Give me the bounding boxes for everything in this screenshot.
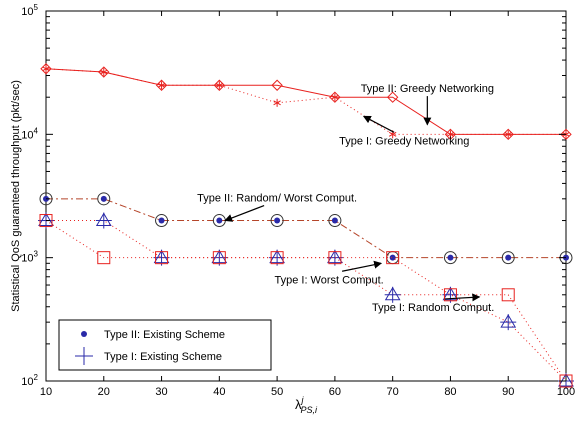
star-stroke — [100, 69, 108, 75]
annotation-arrow — [224, 205, 265, 222]
x-axis-label-subscript: PS,i — [300, 405, 318, 415]
y-tick-label: 103 — [21, 250, 38, 265]
legend-marker-type2-existing — [81, 331, 87, 337]
x-tick-label: 10 — [40, 386, 52, 398]
data-point-t1_existing — [442, 286, 459, 303]
annotation-arrow — [341, 260, 383, 272]
series-line-t2_random_worst — [46, 198, 566, 259]
data-point-t1_random — [501, 288, 515, 302]
legend: Type II: Existing Scheme Type I: Existin… — [58, 319, 272, 371]
axis-layer: 10 20 30 40 50 60 70 80 90 100 102 103 104 105 — [21, 3, 575, 398]
series-line-t1_greedy — [45, 68, 566, 135]
annotation-layer: Type II: Greedy Networking Type I: Greedy… — [197, 83, 494, 314]
annotation-arrow — [444, 293, 481, 302]
data-point-t1_existing — [153, 249, 170, 266]
data-point-t2_random_worst — [155, 214, 169, 228]
data-point-t2_random_worst — [270, 214, 284, 228]
data-point-t1_random — [386, 251, 400, 265]
star-stroke — [273, 100, 281, 106]
annotation-label: Type I: Random Comput. — [372, 302, 494, 314]
data-point-t2_random_worst — [443, 251, 457, 265]
annotation-label: Type II: Greedy Networking — [361, 83, 494, 95]
annotation-arrow — [362, 115, 395, 133]
x-tick-label: 100 — [557, 386, 575, 398]
series-line-t1_worst — [46, 220, 567, 382]
data-point-t1_random — [39, 214, 53, 228]
data-point-t1_greedy — [273, 98, 281, 107]
data-point-t2_random_worst — [501, 251, 515, 265]
data-point-t2_existing — [274, 217, 281, 224]
star-stroke — [215, 82, 224, 88]
data-point-t1_existing — [95, 212, 112, 229]
annotation-label: Type I: Greedy Networking — [339, 135, 469, 147]
x-tick-label: 40 — [213, 386, 225, 398]
x-tick-label: 90 — [502, 386, 514, 398]
data-point-t1_greedy — [446, 130, 455, 139]
x-axis-label-base: λ — [295, 397, 302, 412]
annotation-label: Type II: Random/ Worst Comput. — [197, 193, 357, 205]
data-point-t1_existing — [384, 286, 401, 303]
data-point-t1_greedy — [157, 81, 166, 90]
data-point-t2_existing — [158, 217, 165, 224]
data-point-t1_random — [97, 251, 111, 265]
annotation-label: Type I: Worst Comput. — [274, 274, 383, 286]
star-stroke — [388, 131, 397, 137]
data-point-t1_random — [328, 251, 342, 265]
data-point-t1_random — [155, 251, 169, 265]
data-point-t1_greedy — [331, 93, 339, 102]
data-point-t2_random_worst — [39, 192, 53, 206]
series-line-t2_greedy — [45, 68, 566, 135]
data-point-t1_greedy — [42, 64, 50, 73]
data-point-t2_existing — [447, 254, 454, 261]
data-point-t2_existing — [100, 195, 107, 202]
x-tick-label: 20 — [98, 386, 110, 398]
x-tick-label: 60 — [329, 386, 341, 398]
legend-label-type1-existing: Type I: Existing Scheme — [104, 351, 222, 363]
data-point-t1_random — [443, 288, 457, 302]
legend-marker-type1-existing — [75, 347, 93, 365]
data-point-t2_existing — [389, 254, 396, 261]
data-point-t2_greedy — [386, 91, 399, 103]
data-point-t2_existing — [505, 254, 512, 261]
data-point-t1_random — [212, 251, 226, 265]
x-tick-label: 70 — [387, 386, 399, 398]
data-point-t1_random — [270, 251, 284, 265]
data-point-t2_existing — [331, 217, 338, 224]
star-stroke — [504, 131, 512, 137]
star-stroke — [446, 131, 455, 137]
data-point-t1_greedy — [215, 81, 224, 90]
star-stroke — [42, 66, 50, 72]
x-tick-label: 80 — [444, 386, 456, 398]
data-point-t1_existing — [326, 249, 343, 266]
legend-label-type2-existing: Type II: Existing Scheme — [104, 329, 225, 341]
x-axis-label: λj PS,i — [295, 395, 318, 415]
x-tick-label: 50 — [271, 386, 283, 398]
data-point-t1_greedy — [100, 68, 108, 77]
data-point-t1_existing — [500, 314, 517, 331]
data-point-t1_greedy — [504, 130, 512, 139]
data-point-t2_random_worst — [328, 214, 342, 228]
data-point-t2_random_worst — [97, 192, 111, 206]
y-tick-label: 104 — [21, 126, 38, 141]
x-axis-label-superscript: j — [300, 395, 304, 405]
x-tick-label: 30 — [155, 386, 167, 398]
star-stroke — [157, 82, 166, 88]
legend-box — [58, 319, 272, 371]
data-point-t2_existing — [216, 217, 223, 224]
y-tick-label: 102 — [21, 373, 38, 388]
y-axis-label: Statistical QoS guaranteed throughput (p… — [10, 80, 22, 312]
star-stroke — [331, 94, 339, 100]
data-point-t2_greedy — [271, 79, 283, 91]
y-tick-label: 105 — [21, 3, 38, 18]
series-layer — [38, 63, 574, 389]
